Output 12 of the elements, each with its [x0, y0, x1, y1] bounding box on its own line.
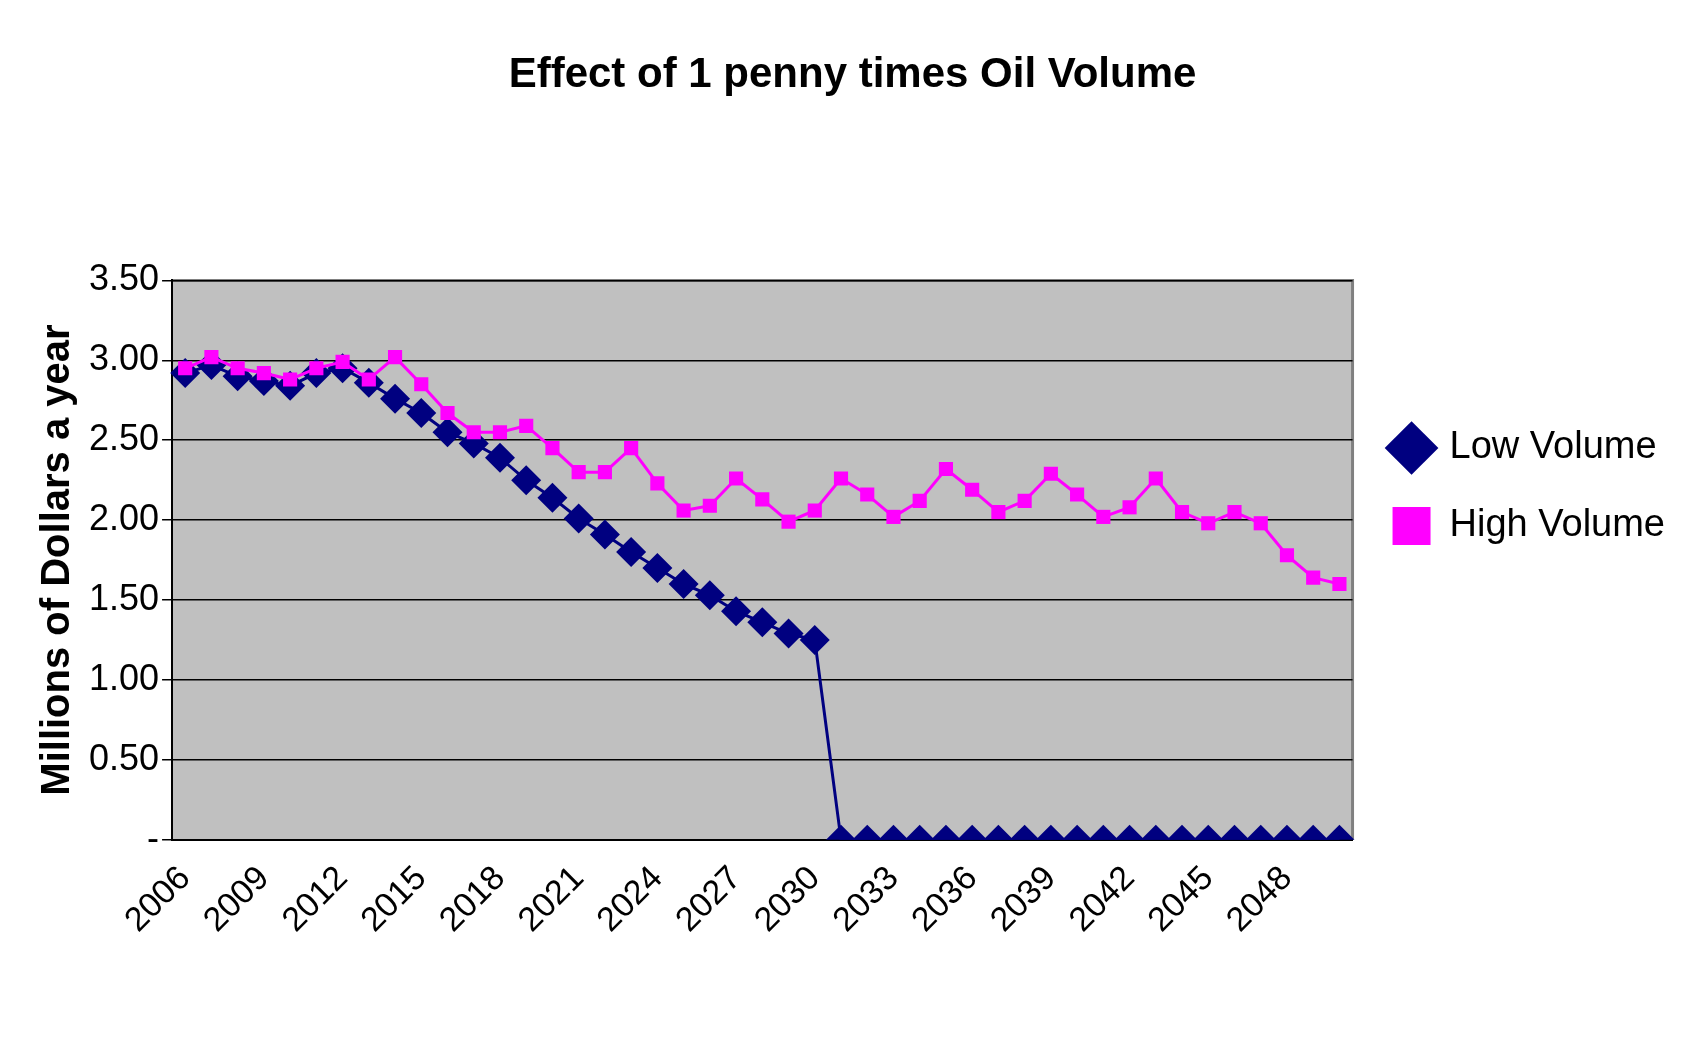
y-tick-label: 2.00	[88, 497, 160, 539]
y-tick-label: 0.50	[88, 736, 160, 778]
legend-label: High Volume	[1449, 502, 1666, 545]
legend-label: Low Volume	[1449, 424, 1657, 467]
y-tick-label: -	[147, 816, 160, 858]
y-tick-label: 1.50	[88, 576, 160, 618]
y-tick-label: 1.00	[88, 656, 160, 698]
y-tick-label: 3.00	[88, 337, 160, 379]
y-tick-label: 3.50	[88, 257, 160, 299]
y-axis-title: Millions of Dollars a year	[33, 324, 78, 796]
y-tick-label: 2.50	[88, 417, 160, 459]
chart-title: Effect of 1 penny times Oil Volume	[508, 48, 1197, 96]
